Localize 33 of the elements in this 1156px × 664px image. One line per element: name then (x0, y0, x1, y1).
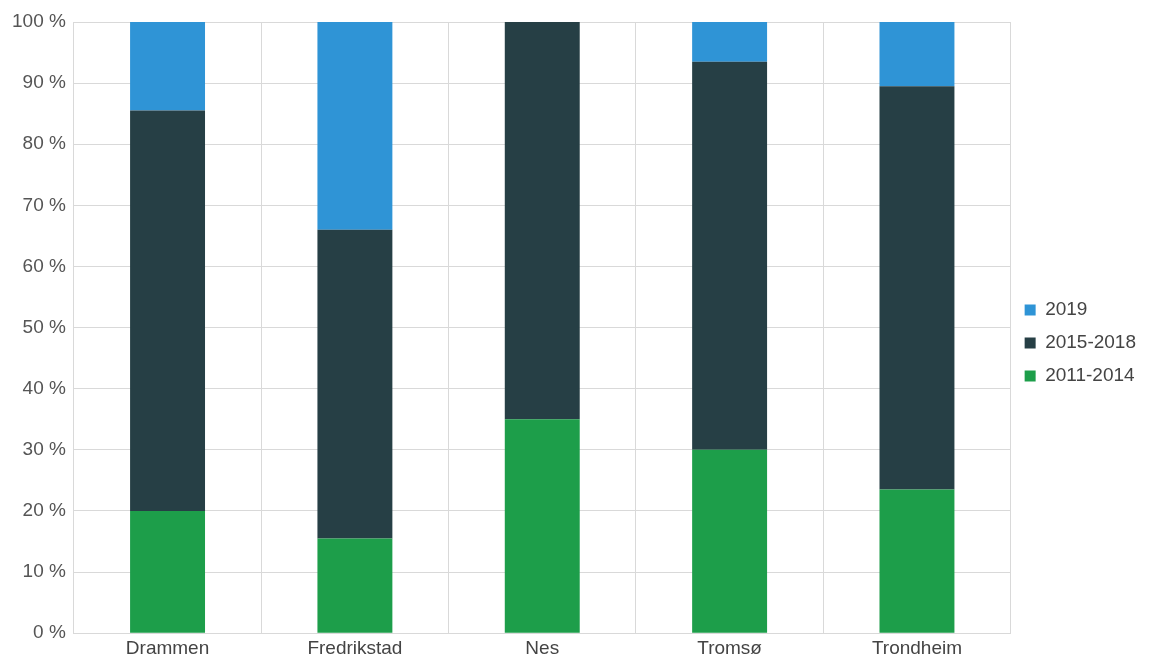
legend-label: 2011-2014 (1045, 364, 1136, 386)
y-tick-label: 20 % (22, 499, 66, 521)
x-tick-label: Nes (525, 636, 560, 658)
y-tick-label: 70 % (22, 193, 66, 215)
y-tick-label: 10 % (22, 560, 66, 582)
bar (504, 419, 580, 633)
bar (504, 22, 580, 420)
bar (317, 538, 393, 633)
x-tick-label: Drammen (125, 636, 210, 658)
bar (130, 22, 206, 111)
x-tick-label: Tromsø (697, 636, 763, 658)
y-tick-label: 50 % (22, 315, 66, 337)
bar (317, 22, 393, 230)
x-tick-label: Trondheim (871, 636, 963, 658)
bar (130, 110, 206, 511)
y-tick-label: 100 % (12, 10, 66, 32)
bar (879, 86, 955, 490)
y-tick-label: 0 % (33, 621, 66, 643)
y-tick-label: 40 % (22, 376, 66, 398)
bar (879, 22, 955, 87)
bar (692, 22, 768, 62)
y-tick-label: 90 % (22, 71, 66, 93)
bar (692, 61, 768, 450)
bar (130, 510, 206, 633)
legend-label: 2019 (1045, 298, 1088, 320)
y-tick-label: 60 % (22, 254, 66, 276)
y-tick-label: 80 % (22, 132, 66, 154)
bar (317, 229, 393, 539)
legend-label: 2015-2018 (1045, 331, 1137, 353)
bar (692, 449, 768, 633)
y-tick-label: 30 % (22, 438, 66, 460)
bar (879, 489, 955, 633)
x-tick-label: Fredrikstad (307, 636, 403, 658)
